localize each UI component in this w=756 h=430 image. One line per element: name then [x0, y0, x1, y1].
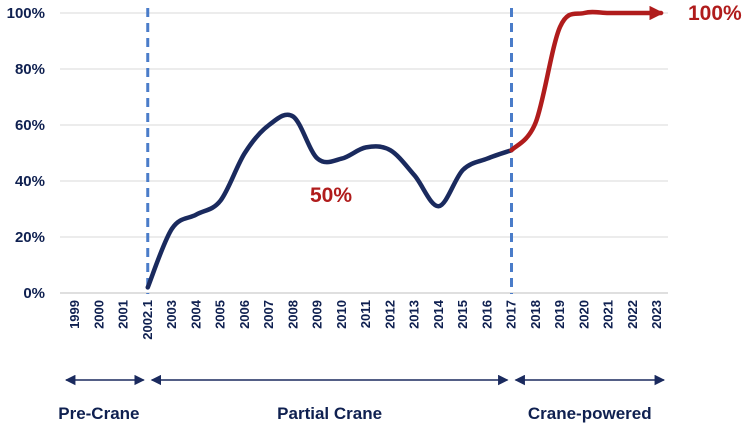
x-tick-label: 2019: [552, 300, 567, 329]
x-tick-label: 2004: [188, 299, 203, 329]
y-tick-label: 60%: [15, 117, 45, 134]
annotation-100-percent: 100%: [688, 2, 742, 25]
x-tick-label: 2007: [261, 300, 276, 329]
phase-divider-lines: [146, 8, 513, 294]
y-tick-label: 20%: [15, 229, 45, 246]
series-line-1: [145, 112, 514, 290]
x-tick-label: 2016: [479, 300, 494, 329]
x-axis-ticks: 1999 2000 2001 2002.1 2003 2004 2005 2006 2007 20…: [67, 299, 664, 340]
x-tick-label: 2009: [310, 300, 325, 329]
annotation-50-percent: 50%: [310, 184, 352, 207]
x-tick-label: 2014: [431, 299, 446, 329]
x-tick-label: 2005: [213, 300, 228, 329]
x-tick-label: 2018: [528, 300, 543, 329]
x-tick-label: 2001: [116, 300, 131, 329]
y-tick-label: 80%: [15, 61, 45, 78]
x-tick-label: 2008: [285, 300, 300, 329]
x-tick-label: 2020: [576, 300, 591, 329]
x-tick-label: 2013: [407, 300, 422, 329]
y-tick-label: 100%: [7, 5, 45, 22]
x-tick-label: 2021: [601, 300, 616, 329]
x-tick-label: 2010: [334, 300, 349, 329]
phase-label: Partial Crane: [277, 404, 382, 423]
data-series: [145, 5, 664, 290]
x-tick-label: 2015: [455, 300, 470, 329]
y-axis-ticks: 0% 20% 40% 60% 80% 100%: [7, 5, 45, 302]
gridlines: [60, 12, 668, 294]
x-tick-label: 2022: [625, 300, 640, 329]
phase-label: Pre-Crane: [58, 404, 139, 423]
x-tick-label: 1999: [67, 300, 82, 329]
x-tick-label: 2002.1: [140, 300, 155, 340]
x-tick-label: 2012: [382, 300, 397, 329]
x-tick-label: 2023: [649, 300, 664, 329]
y-tick-label: 40%: [15, 173, 45, 190]
series-line-2: [509, 5, 664, 153]
x-tick-label: 2011: [358, 300, 373, 328]
annotations: 50% 100%: [310, 2, 742, 207]
y-tick-label: 0%: [23, 285, 45, 302]
x-tick-label: 2017: [504, 300, 519, 329]
x-tick-label: 2003: [164, 300, 179, 329]
x-tick-label: 2006: [237, 300, 252, 329]
x-tick-label: 2000: [91, 300, 106, 329]
phase-arrows: Pre-Crane Partial Crane Crane-powered: [58, 374, 666, 423]
phase-label: Crane-powered: [528, 404, 652, 423]
